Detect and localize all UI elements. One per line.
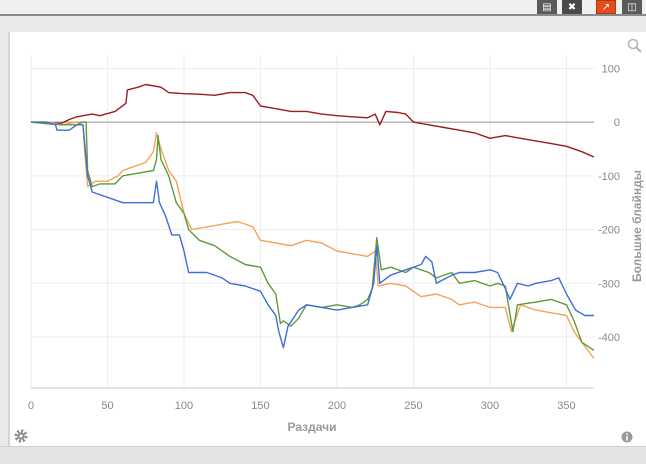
panel-view-button[interactable]: ◫ (622, 0, 642, 14)
close-icon: ✖ (567, 1, 577, 13)
series-line-blue (31, 121, 594, 349)
series-line-green (30, 121, 595, 351)
series-line-red (30, 83, 595, 158)
panel-icon: ◫ (627, 1, 637, 13)
series-layer (30, 83, 595, 359)
x-tick-label: 150 (251, 400, 269, 412)
y-tick-label: 100 (602, 63, 620, 75)
y-tick-label: -200 (598, 225, 620, 237)
info-icon[interactable] (621, 430, 633, 443)
close-button[interactable]: ✖ (562, 0, 582, 14)
x-ticks: 0 50 100 150 200 250 300 350 (28, 400, 576, 412)
gear-icon[interactable] (13, 428, 29, 444)
chart-view-button[interactable]: ↗ (596, 0, 616, 14)
x-tick-label: 100 (175, 400, 193, 412)
x-tick-label: 250 (404, 400, 422, 412)
y-tick-label: -100 (598, 171, 620, 183)
series-line-orange (31, 121, 595, 359)
x-tick-label: 0 (28, 400, 34, 412)
y-ticks: 100 0 -100 -200 -300 -400 (598, 63, 620, 344)
chart-icon: ↗ (601, 1, 611, 13)
window-toolbar: ▤ ✖ ↗ ◫ (0, 0, 646, 16)
x-tick-label: 350 (557, 400, 575, 412)
y-tick-label: 0 (614, 117, 620, 129)
x-tick-label: 200 (328, 400, 346, 412)
chart-panel (8, 32, 646, 446)
save-button[interactable]: ▤ (537, 0, 557, 14)
x-tick-label: 300 (481, 400, 499, 412)
save-icon: ▤ (542, 1, 552, 13)
y-tick-label: -400 (598, 332, 620, 344)
y-tick-label: -300 (598, 278, 620, 290)
status-bar (0, 446, 646, 464)
x-tick-label: 50 (101, 400, 113, 412)
zoom-icon[interactable] (627, 38, 643, 54)
grid (30, 55, 594, 388)
x-axis-label: Раздачи (288, 420, 337, 434)
y-axis-label: Большие блайнды (630, 170, 644, 282)
